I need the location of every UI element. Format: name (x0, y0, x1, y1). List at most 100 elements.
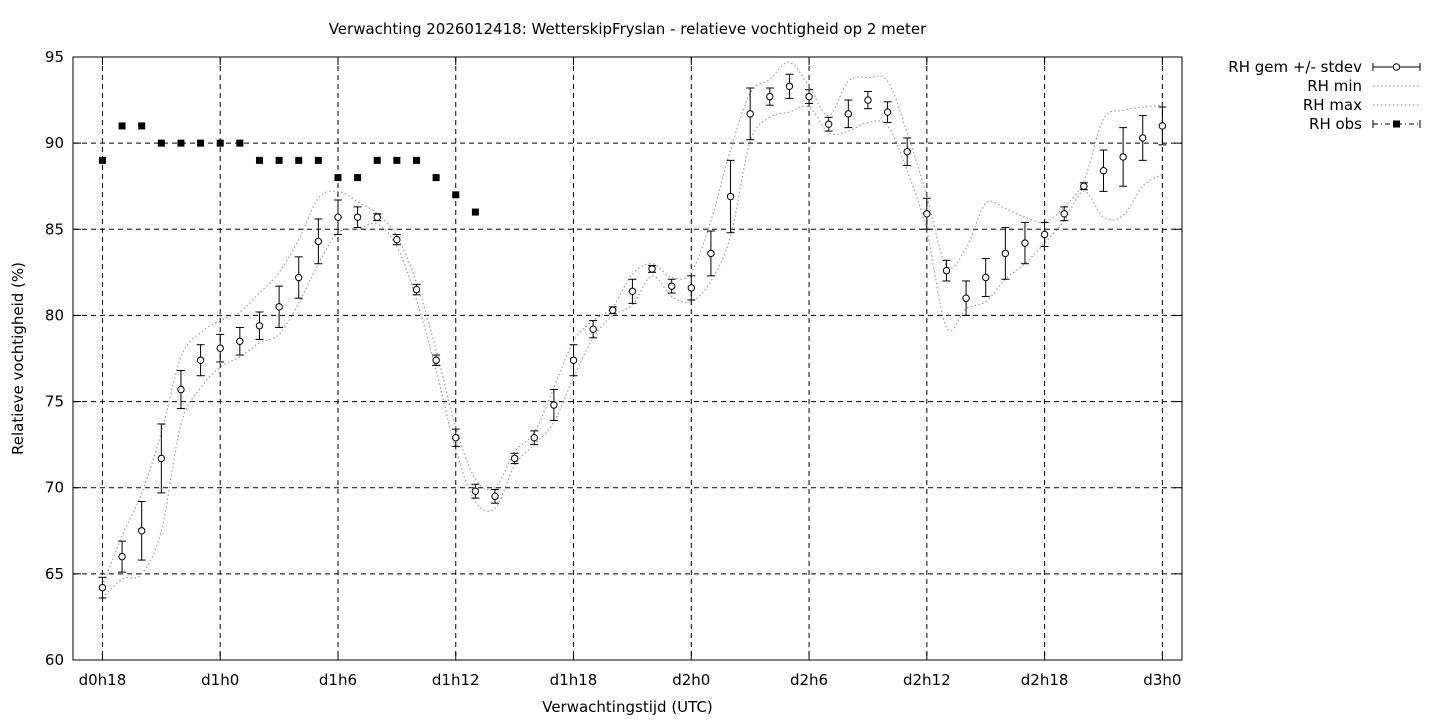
rh-obs-point (236, 139, 244, 147)
rh-mean-errorbar (314, 218, 323, 265)
x-tick-label: d1h18 (550, 671, 598, 689)
rh-mean-point (491, 492, 499, 501)
rh-mean-errorbar (1158, 106, 1167, 146)
legend-entry: RH gem +/- stdev (1228, 58, 1421, 76)
rh-mean-errorbar (726, 159, 735, 234)
legend-entry: RH max (1303, 96, 1420, 114)
rh-mean-errorbar (706, 230, 715, 277)
rh-mean-point (550, 401, 558, 409)
rh-mean-errorbar (863, 90, 872, 110)
rh-mean-errorbar (1138, 115, 1147, 161)
rh-obs-point (157, 139, 165, 147)
rh-obs-point (373, 156, 381, 164)
rh-mean-point (667, 282, 676, 290)
x-tick-label: d1h12 (432, 671, 480, 689)
y-tick-label: 75 (45, 393, 64, 411)
rh-mean-point (648, 265, 656, 273)
rh-mean-point (1139, 134, 1147, 142)
rh-mean-point (805, 92, 813, 101)
rh-mean-errorbar (137, 500, 146, 561)
rh-mean-point (726, 192, 735, 201)
rh-mean-errorbar (176, 370, 185, 409)
rh-mean-point (589, 325, 597, 333)
x-tick-label: d1h0 (201, 671, 239, 689)
rh-mean-errorbar (275, 285, 284, 328)
rh-mean-errorbar (98, 576, 107, 599)
rh-mean-point (1080, 182, 1088, 190)
rh-mean-point (334, 213, 342, 221)
rh-mean-point (1001, 249, 1010, 258)
rh-mean-errorbar (1079, 182, 1088, 191)
rh-mean-errorbar (1119, 127, 1128, 187)
x-axis-label: Verwachtingstijd (UTC) (542, 698, 713, 716)
rh-obs-point (314, 156, 322, 164)
rh-mean-point (824, 120, 833, 128)
rh-obs-point (255, 156, 263, 164)
rh-mean-point (903, 148, 911, 156)
y-tick-label: 95 (45, 48, 64, 66)
rh-mean-errorbar (549, 389, 558, 422)
rh-obs-point (334, 174, 342, 182)
rh-obs-point (138, 122, 146, 130)
y-axis-label: Relatieve vochtigheid (%) (9, 262, 27, 455)
y-tick-label: 90 (45, 134, 64, 152)
rh-obs-point (354, 174, 362, 182)
rh-mean-errorbar (294, 256, 303, 299)
rh-mean-errorbar (824, 116, 833, 132)
rh-mean-errorbar (883, 101, 892, 123)
rh-mean-point (510, 454, 519, 463)
rh-mean-errorbar (1020, 221, 1029, 265)
rh-obs-point (98, 156, 106, 164)
rh-mean-point (982, 273, 990, 282)
x-tick-label: d2h18 (1021, 671, 1069, 689)
rh-mean-errorbar (157, 423, 166, 494)
rh-mean-point (864, 96, 872, 104)
x-tick-label: d0h18 (79, 671, 127, 689)
rh-mean-point (628, 287, 637, 296)
rh-mean-errorbar (628, 278, 637, 304)
rh-mean-errorbar (1060, 206, 1069, 222)
y-tick-label: 70 (45, 479, 64, 497)
rh-mean-errorbar (451, 428, 460, 447)
rh-mean-errorbar (491, 488, 500, 504)
x-tick-label: d1h6 (319, 671, 357, 689)
rh-mean-point (1060, 210, 1068, 218)
rh-obs-point (412, 156, 420, 164)
rh-mean-errorbar (471, 483, 480, 499)
legend-label: RH min (1307, 77, 1362, 95)
rh-mean-point (609, 306, 617, 314)
rh-mean-point (295, 273, 303, 282)
rh-mean-errorbar (216, 333, 225, 363)
rh-obs-point (177, 139, 185, 147)
x-tick-label: d3h0 (1143, 671, 1181, 689)
rh-mean-errorbar (805, 89, 814, 105)
rh-obs-point (295, 156, 303, 164)
legend-entry: RH min (1307, 77, 1420, 95)
rh-mean-point (883, 108, 892, 116)
rh-mean-point (471, 487, 480, 495)
rh-mean-errorbar (1040, 221, 1049, 248)
rh-mean-errorbar (981, 258, 990, 297)
rh-mean-errorbar (765, 87, 774, 106)
y-tick-label: 80 (45, 306, 64, 324)
tick-layer: 60 65 70 75 80 85 90 95 d0h18 d1h0 d1h6 d1h12 d1h18 d… (45, 48, 1182, 689)
rh-mean-errorbar (412, 283, 421, 296)
rh-mean-errorbar (785, 73, 794, 99)
rh-mean-point (314, 237, 323, 246)
rh-obs-point (118, 122, 126, 130)
rh-mean-errorbar (392, 233, 401, 246)
rh-obs-point (197, 139, 205, 147)
chart-title: Verwachting 2026012418: WetterskipFrysla… (329, 20, 927, 38)
rh-mean-point (942, 266, 951, 275)
band-layer (101, 61, 1163, 599)
rh-mean-point (962, 294, 970, 302)
rh-mean-errorbar (510, 452, 519, 465)
rh-mean-point (707, 249, 715, 258)
rh-mean-point (137, 527, 146, 535)
rh-mean-errorbar (118, 540, 127, 573)
rh-mean-point (177, 385, 185, 394)
rh-mean-point (412, 285, 421, 294)
rh-obs-point (452, 191, 460, 199)
obs-layer (98, 122, 479, 216)
